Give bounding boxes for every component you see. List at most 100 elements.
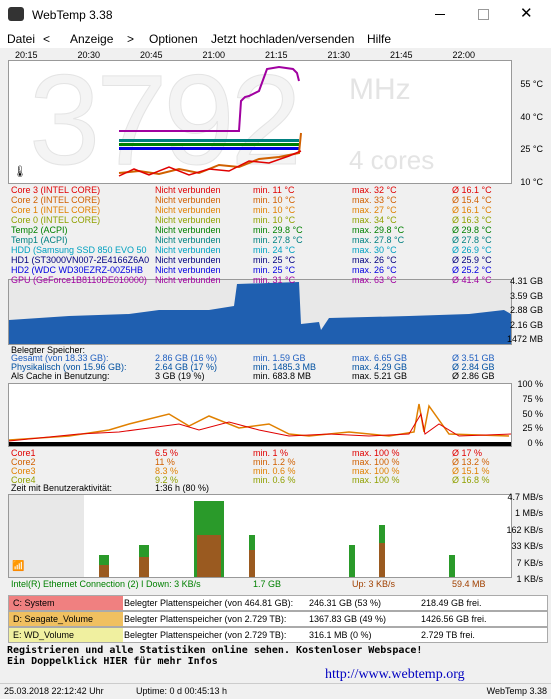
time-label: 21:45 — [390, 50, 413, 60]
sensor-name: Core 2 (INTEL CORE) — [11, 195, 101, 205]
cpu-avg: Ø 16.8 % — [452, 475, 490, 485]
network-bars — [9, 495, 455, 577]
website-link[interactable]: http://www.webtemp.org — [325, 667, 465, 682]
acpi-band — [119, 139, 299, 142]
menu-item[interactable]: Datei — [7, 32, 36, 46]
sensor-max: max. 33 °C — [352, 195, 397, 205]
drive-name: D: Seagate_Volume — [9, 612, 123, 626]
sensor-name: HDD (Samsung SSD 850 EVO 50 — [11, 245, 147, 255]
promo-line[interactable]: Registrieren und alle Statistiken online… — [7, 645, 423, 656]
sensor-name: Temp1 (ACPI) — [11, 235, 68, 245]
y-label: 162 KB/s — [506, 524, 543, 535]
minimize-button[interactable] — [435, 14, 445, 15]
menu-item[interactable]: > — [127, 32, 135, 46]
core-curve — [9, 412, 511, 442]
memory-graph — [8, 279, 512, 345]
sensor-avg: Ø 41.4 °C — [452, 275, 492, 285]
sensor-status: Nicht verbunden — [155, 185, 221, 195]
sensor-min: min. 10 °C — [253, 195, 296, 205]
time-label: 22:00 — [452, 50, 476, 60]
core-count: 4 cores — [349, 145, 435, 175]
acpi-band — [119, 143, 299, 146]
gpu-curve — [119, 65, 300, 132]
core-curve — [118, 150, 302, 177]
temperature-curves — [118, 65, 302, 177]
sensor-max: max. 30 °C — [352, 245, 397, 255]
sensor-avg: Ø 16.3 °C — [452, 215, 492, 225]
drive-row: D: Seagate_Volume Belegter Plattenspeiche… — [8, 611, 548, 627]
memory-avg: Ø 3.51 GB — [452, 353, 495, 363]
drive-row: C: System Belegter Plattenspeicher (von 4… — [8, 595, 548, 611]
cpu-name: Core2 — [11, 457, 36, 467]
time-label: 20:45 — [140, 50, 163, 60]
sensor-status: Nicht verbunden — [155, 215, 221, 225]
sensor-min: min. 24 °C — [253, 245, 296, 255]
sensor-max: max. 29.8 °C — [352, 225, 405, 235]
promo-line[interactable]: Ein Doppelklick HIER für mehr Infos — [7, 656, 218, 667]
activity-label: Zeit mit Benutzeraktivität: — [11, 483, 113, 493]
sensor-avg: Ø 26.9 °C — [452, 245, 492, 255]
sensor-status: Nicht verbunden — [155, 235, 221, 245]
memory-header: Belegter Speicher: — [11, 345, 86, 355]
drive-used: 1367.83 GB (49 %) — [309, 614, 387, 624]
y-label: 0 % — [527, 438, 543, 448]
sensor-status: Nicht verbunden — [155, 265, 221, 275]
drive-used: 316.1 MB (0 %) — [309, 630, 372, 640]
menu-item[interactable]: Jetzt hochladen/versenden — [211, 32, 355, 46]
sensor-max: max. 27.8 °C — [352, 235, 405, 245]
memory-min: min. 1485.3 MB — [253, 362, 317, 372]
sensor-name: Core 3 (INTEL CORE) — [11, 185, 101, 195]
memory-name: Gesamt (von 18.33 GB): — [11, 353, 109, 363]
sensor-min: min. 10 °C — [253, 205, 296, 215]
hdd-band — [119, 147, 299, 150]
y-label: 10 °C — [520, 177, 543, 187]
status-uptime: Uptime: 0 d 00:45:13 h — [136, 686, 228, 696]
sensor-name: Core 1 (INTEL CORE) — [11, 205, 101, 215]
memory-area — [9, 282, 511, 344]
network-down-total: 1.7 GB — [253, 579, 282, 589]
cpu-max: max. 100 % — [352, 475, 400, 485]
sensor-status: Nicht verbunden — [155, 245, 221, 255]
sensor-avg: Ø 29.8 °C — [452, 225, 492, 235]
cpu-avg: Ø 15.1 % — [452, 466, 490, 476]
sensor-status: Nicht verbunden — [155, 205, 221, 215]
maximize-button[interactable] — [478, 9, 489, 20]
activity-value: 1:36 h (80 %) — [155, 483, 210, 493]
sensor-status: Nicht verbunden — [155, 225, 221, 235]
y-label: 100 % — [517, 379, 543, 389]
drive-label: Belegter Plattenspeicher (von 2.729 TB): — [124, 614, 287, 624]
cpu-current: 6.5 % — [155, 448, 179, 458]
close-button[interactable]: ✕ — [520, 5, 533, 22]
thermometer-icon: 🌡 — [13, 166, 27, 178]
drive-free: 1426.56 GB frei. — [421, 614, 487, 624]
memory-max: max. 6.65 GB — [352, 353, 408, 363]
menu-item[interactable]: Anzeige — [70, 32, 114, 46]
y-label: 2.88 GB — [509, 305, 543, 315]
sensor-max: max. 26 °C — [352, 255, 397, 265]
activity-bar — [9, 442, 511, 446]
network-adapter: Intel(R) Ethernet Connection (2) I Down:… — [11, 579, 201, 589]
y-label: 1 MB/s — [514, 508, 543, 519]
y-label: 25 °C — [520, 144, 543, 155]
menu-item[interactable]: < — [43, 32, 51, 46]
temperature-graph: 3792 MHz 4 cores 🌡 — [8, 60, 512, 184]
memory-name: Als Cache in Benutzung: — [11, 371, 110, 381]
drive-label: Belegter Plattenspeicher (von 464.81 GB)… — [124, 598, 294, 608]
sensor-avg: Ø 27.8 °C — [452, 235, 492, 245]
menu-item[interactable]: Hilfe — [367, 32, 392, 46]
menu-item[interactable]: Optionen — [149, 32, 198, 46]
time-label: 20:15 — [15, 50, 38, 60]
cpu-name: Core1 — [11, 448, 36, 458]
memory-name: Physikalisch (von 15.96 GB): — [11, 362, 127, 372]
sensor-avg: Ø 15.4 °C — [452, 195, 492, 205]
y-label: 75 % — [522, 393, 543, 404]
sensor-min: min. 27.8 °C — [253, 235, 303, 245]
cpu-avg: Ø 17 % — [452, 448, 483, 458]
time-label: 20:30 — [77, 50, 101, 60]
y-label: 4.7 MB/s — [507, 492, 543, 502]
memory-current: 2.64 GB (17 %) — [155, 362, 218, 372]
memory-fill — [9, 282, 511, 344]
cpu-name: Core3 — [11, 466, 36, 476]
sensor-avg: Ø 16.1 °C — [452, 185, 492, 195]
